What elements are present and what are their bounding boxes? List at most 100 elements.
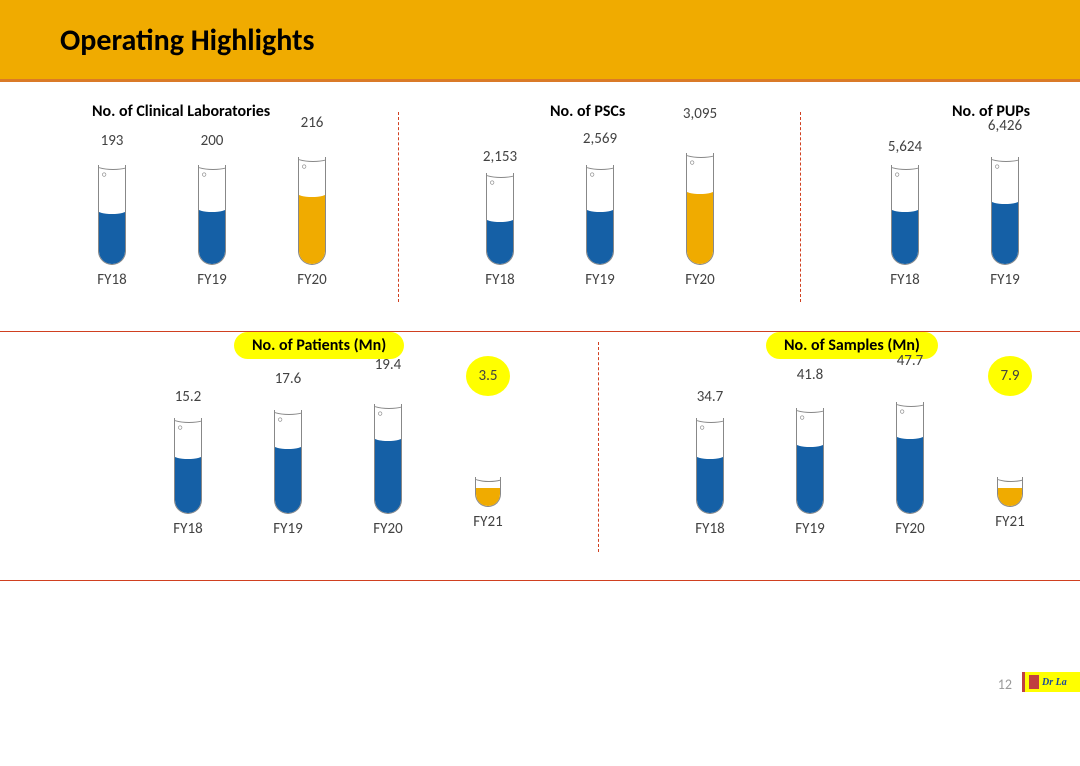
year-label: FY19	[273, 520, 302, 538]
tube-item: 200○FY19	[182, 157, 242, 289]
tube-marks: ○	[178, 424, 182, 432]
value-label: 47.7	[897, 352, 924, 370]
year-label: FY20	[373, 520, 402, 538]
tube-item: 2,153○FY18	[470, 157, 530, 289]
value-label: 2,153	[483, 148, 517, 166]
tube-marks: ○	[900, 408, 904, 416]
value-label: 6,426	[988, 117, 1022, 135]
year-label: FY21	[473, 513, 502, 531]
tube: ○	[298, 157, 326, 265]
tube-fill	[992, 196, 1018, 264]
page-number: 12	[998, 676, 1012, 693]
tube-fill	[199, 204, 225, 264]
tube-item: 19.4○FY20	[358, 402, 418, 538]
tube-marks: ○	[895, 171, 899, 179]
tube-item: 3.5FY21	[458, 402, 518, 538]
small-tube	[475, 477, 501, 507]
tube-fill	[299, 189, 325, 264]
value-label: 200	[201, 132, 224, 150]
small-tube	[997, 477, 1023, 507]
tube: ○	[896, 402, 924, 514]
tube: ○	[98, 165, 126, 265]
tube-item: 5,624○FY18	[875, 157, 935, 289]
tube-fill	[897, 431, 923, 513]
tube-marks: ○	[590, 171, 594, 179]
year-label: FY18	[485, 271, 514, 289]
year-label: FY20	[685, 271, 714, 289]
chart-title: No. of Clinical Laboratories	[92, 102, 270, 121]
value-label: 5,624	[888, 138, 922, 156]
tube-marks: ○	[800, 414, 804, 422]
value-highlight-bulb: 3.5	[466, 356, 510, 396]
tube-item: 15.2○FY18	[158, 402, 218, 538]
tube-group: 193○FY18200○FY19216○FY20	[82, 157, 342, 289]
title-highlight-pill: No. of Patients (Mn)	[234, 332, 404, 359]
tube-fill	[687, 186, 713, 264]
year-label: FY18	[97, 271, 126, 289]
tube-item: 2,569○FY19	[570, 157, 630, 289]
tube-item: 193○FY18	[82, 157, 142, 289]
chart-row-1: No. of Clinical Laboratories 193 ○ FY18 200 ○…	[0, 82, 1080, 322]
tube-marks: ○	[202, 171, 206, 179]
horizontal-separator	[0, 331, 1080, 332]
tube-item: 41.8○FY19	[780, 402, 840, 538]
tube-item: 3,095○FY20	[670, 157, 730, 289]
tube-fill	[998, 488, 1022, 506]
tube: ○	[174, 418, 202, 514]
tube-item: 216○FY20	[282, 157, 342, 289]
value-label: 3,095	[683, 105, 717, 123]
year-label: FY19	[795, 520, 824, 538]
year-label: FY21	[995, 513, 1024, 531]
tube-marks: ○	[102, 171, 106, 179]
value-highlight-bulb: 7.9	[988, 356, 1032, 396]
chart-title: No. of PSCs	[550, 102, 625, 121]
tube-item: 34.7○FY18	[680, 402, 740, 538]
tube-item: 7.9FY21	[980, 402, 1040, 538]
tube-fill	[99, 206, 125, 264]
tube: ○	[891, 165, 919, 265]
chart-row-2: No. of Patients (Mn)15.2○FY1817.6○FY1919…	[0, 322, 1080, 572]
year-label: FY18	[695, 520, 724, 538]
tube-marks: ○	[700, 424, 704, 432]
year-label: FY18	[173, 520, 202, 538]
year-label: FY20	[297, 271, 326, 289]
tube-fill	[175, 451, 201, 513]
header-band: Operating Highlights	[0, 0, 1080, 79]
tube-fill	[476, 488, 500, 506]
year-label: FY18	[890, 271, 919, 289]
page-title: Operating Highlights	[60, 22, 1080, 59]
tube: ○	[796, 408, 824, 514]
tube: ○	[198, 165, 226, 265]
tube: ○	[274, 410, 302, 514]
year-label: FY20	[895, 520, 924, 538]
tube-marks: ○	[378, 410, 382, 418]
tube-fill	[797, 439, 823, 513]
tube-fill	[587, 204, 613, 264]
year-label: FY19	[585, 271, 614, 289]
tube: ○	[696, 418, 724, 514]
value-label: 17.6	[275, 370, 302, 388]
tube-item: 17.6○FY19	[258, 402, 318, 538]
logo-text: Dr La	[1042, 677, 1067, 688]
value-label: 34.7	[697, 388, 724, 406]
value-label: 193	[101, 132, 124, 150]
tube-fill	[892, 204, 918, 264]
tube-group: 2,153○FY182,569○FY193,095○FY20	[470, 157, 730, 289]
vertical-separator	[398, 112, 399, 302]
tube-group: 5,624○FY186,426○FY19	[875, 157, 1035, 289]
year-label: FY19	[197, 271, 226, 289]
tube-item: 6,426○FY19	[975, 157, 1035, 289]
tube: ○	[374, 404, 402, 514]
tube-marks: ○	[995, 163, 999, 171]
tube-fill	[697, 451, 723, 513]
tube: ○	[686, 153, 714, 265]
tube-marks: ○	[302, 163, 306, 171]
tube-group: 34.7○FY1841.8○FY1947.7○FY207.9FY21	[680, 402, 1040, 538]
tube-fill	[487, 214, 513, 264]
tube-marks: ○	[490, 179, 494, 187]
tube-fill	[375, 433, 401, 513]
content: No. of Clinical Laboratories 193 ○ FY18 200 ○…	[0, 82, 1080, 572]
tube-item: 47.7○FY20	[880, 402, 940, 538]
chart-title: No. of Patients (Mn)	[234, 332, 404, 359]
tube-fill	[275, 441, 301, 513]
